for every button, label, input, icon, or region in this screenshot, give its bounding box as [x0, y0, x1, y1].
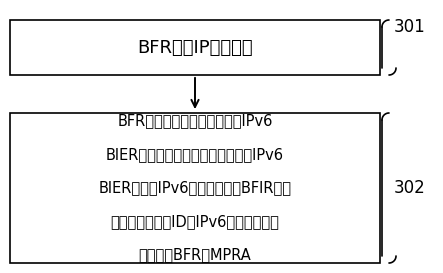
FancyBboxPatch shape [10, 20, 380, 75]
Text: BFR接收IP组播报文: BFR接收IP组播报文 [137, 38, 253, 57]
Text: BIER报文中IPv6源地址设置为BFIR的网: BIER报文中IPv6源地址设置为BFIR的网 [98, 180, 291, 195]
Text: 络前缀以及业务ID，IPv6目的地址设置: 络前缀以及业务ID，IPv6目的地址设置 [111, 214, 280, 229]
Text: BFR进行组播报文复制，进行IPv6: BFR进行组播报文复制，进行IPv6 [117, 114, 273, 129]
Text: BIER报文封装并转发，其中，所述IPv6: BIER报文封装并转发，其中，所述IPv6 [106, 147, 284, 162]
FancyBboxPatch shape [10, 113, 380, 263]
Text: 301: 301 [394, 18, 426, 36]
Text: 302: 302 [394, 179, 426, 197]
Text: 为下一跳BFR的MPRA: 为下一跳BFR的MPRA [139, 248, 251, 263]
